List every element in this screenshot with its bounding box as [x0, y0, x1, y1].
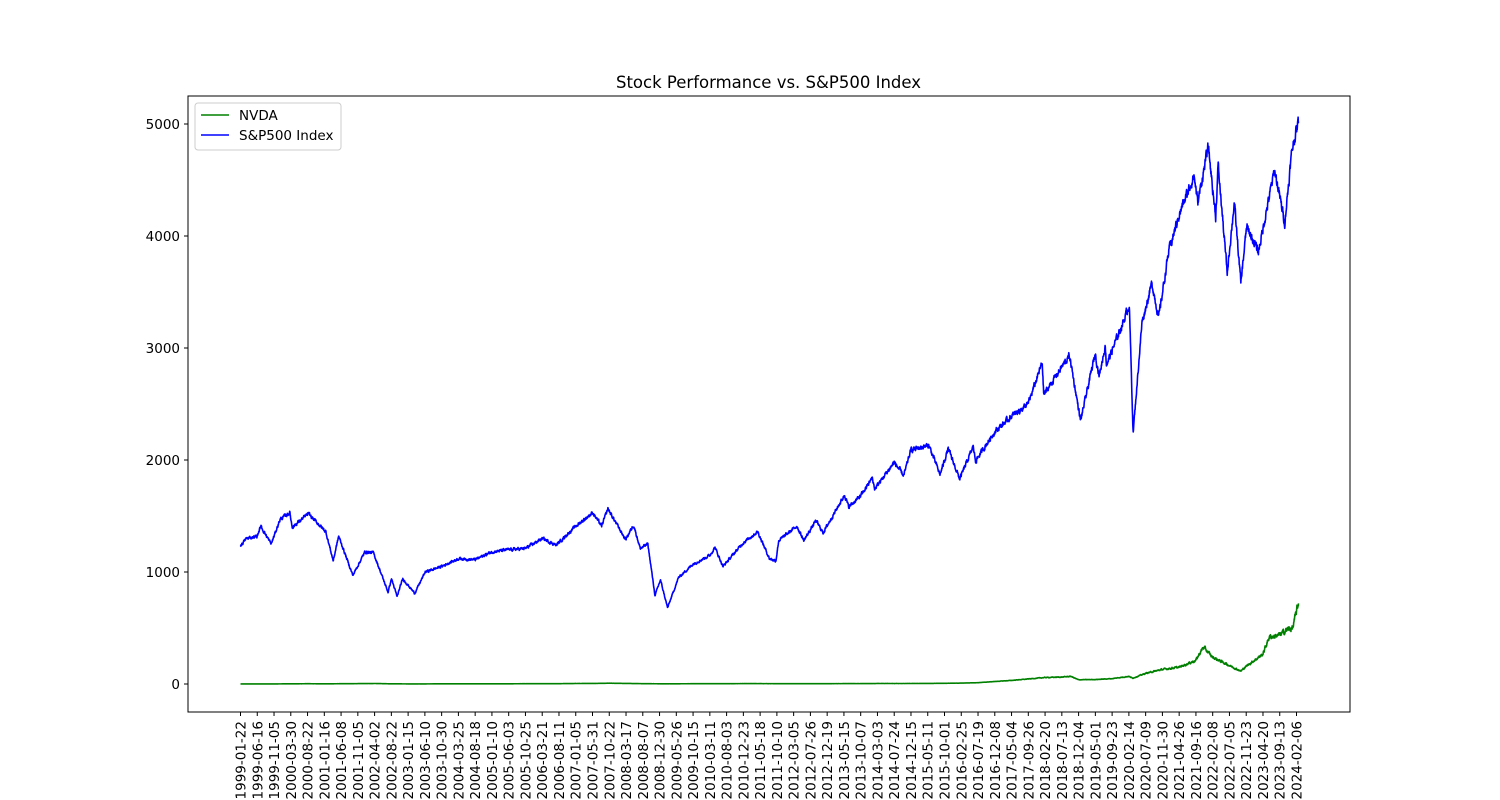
x-axis: 1999-01-22 1999-06-16 1999-11-05 2000-03-30… [234, 712, 1306, 799]
x-tick-label: 2019-09-23 [1105, 721, 1121, 799]
x-tick-label: 2007-05-31 [586, 721, 602, 799]
x-tick-label: 2012-07-26 [803, 721, 819, 799]
x-tick-label: 2005-01-10 [485, 721, 501, 799]
x-tick-label: 2008-12-30 [653, 721, 669, 799]
x-tick-label: 2012-12-19 [820, 721, 836, 799]
series-line-sp500 [239, 116, 1300, 609]
x-tick-label: 2001-06-08 [334, 721, 350, 799]
x-tick-label: 2016-02-25 [954, 721, 970, 799]
x-tick-label: 2022-11-23 [1239, 721, 1255, 799]
y-tick-label: 4000 [146, 229, 180, 245]
x-tick-label: 2009-05-26 [669, 721, 685, 799]
x-tick-label: 2013-05-15 [837, 721, 853, 799]
x-tick-label: 2003-01-15 [401, 721, 417, 799]
x-tick-label: 2005-10-25 [518, 721, 534, 799]
x-tick-label: 2024-02-06 [1290, 721, 1306, 799]
x-tick-label: 1999-11-05 [267, 721, 283, 799]
plot-area-frame [187, 95, 1351, 713]
x-tick-label: 2023-09-13 [1273, 721, 1289, 799]
y-tick-label: 2000 [146, 453, 180, 469]
series-line-nvda [239, 603, 1300, 685]
y-tick-label: 0 [171, 677, 180, 693]
x-tick-label: 2017-05-04 [1005, 721, 1021, 799]
x-tick-label: 2010-03-11 [703, 721, 719, 799]
x-tick-label: 2008-03-17 [619, 721, 635, 799]
y-tick-label: 1000 [146, 565, 180, 581]
x-tick-label: 2001-01-16 [317, 721, 333, 799]
x-tick-label: 2006-03-21 [535, 721, 551, 799]
x-tick-label: 2021-04-26 [1172, 721, 1188, 799]
x-tick-label: 2020-02-14 [1122, 721, 1138, 799]
x-tick-label: 2002-08-22 [384, 721, 400, 799]
x-tick-label: 2011-05-18 [753, 721, 769, 799]
x-tick-label: 2020-07-09 [1139, 721, 1155, 799]
x-tick-label: 2018-02-20 [1038, 721, 1054, 799]
x-tick-label: 2001-11-05 [351, 721, 367, 799]
x-tick-label: 2021-09-16 [1189, 721, 1205, 799]
x-tick-label: 2000-03-30 [284, 721, 300, 799]
series-layer [239, 116, 1300, 685]
x-tick-label: 2004-03-25 [451, 721, 467, 799]
x-tick-label: 2020-11-30 [1155, 721, 1171, 799]
x-tick-label: 2015-05-11 [921, 721, 937, 799]
chart-title: Stock Performance vs. S&P500 Index [616, 73, 921, 92]
x-tick-label: 2004-08-18 [468, 721, 484, 799]
x-tick-label: 2018-07-13 [1055, 721, 1071, 799]
x-tick-label: 2006-08-11 [552, 721, 568, 799]
x-tick-label: 2018-12-04 [1072, 721, 1088, 799]
x-tick-label: 2003-10-30 [435, 721, 451, 799]
x-tick-label: 2002-04-02 [368, 721, 384, 799]
legend-label-nvda: NVDA [239, 108, 278, 124]
x-tick-label: 2010-08-03 [720, 721, 736, 799]
x-tick-label: 2003-06-10 [418, 721, 434, 799]
x-tick-label: 2014-07-24 [887, 721, 903, 799]
x-tick-label: 2011-10-10 [770, 721, 786, 799]
x-tick-label: 2010-12-23 [736, 721, 752, 799]
x-tick-label: 2016-07-19 [971, 721, 987, 799]
x-tick-label: 2014-03-03 [870, 721, 886, 799]
y-axis: 0 1000 2000 3000 4000 5000 [146, 117, 188, 693]
x-tick-label: 1999-01-22 [234, 721, 250, 799]
x-tick-label: 2000-08-22 [301, 721, 317, 799]
x-tick-label: 2022-07-05 [1222, 721, 1238, 799]
x-tick-label: 2008-08-07 [636, 721, 652, 799]
x-tick-label: 2013-10-07 [854, 721, 870, 799]
legend: NVDA S&P500 Index [194, 102, 342, 151]
x-tick-label: 2022-02-08 [1206, 721, 1222, 799]
x-tick-label: 2009-10-15 [686, 721, 702, 799]
legend-frame [194, 102, 342, 151]
x-tick-label: 1999-06-16 [250, 721, 266, 799]
x-tick-label: 2014-12-15 [904, 721, 920, 799]
x-tick-label: 2023-04-20 [1256, 721, 1272, 799]
x-tick-label: 2015-10-01 [938, 721, 954, 799]
legend-label-sp500: S&P500 Index [239, 128, 333, 144]
x-tick-label: 2012-03-05 [787, 721, 803, 799]
x-tick-label: 2016-12-08 [988, 721, 1004, 799]
y-tick-label: 5000 [146, 117, 180, 133]
x-tick-label: 2017-09-26 [1021, 721, 1037, 799]
x-tick-label: 2005-06-03 [502, 721, 518, 799]
y-tick-label: 3000 [146, 341, 180, 357]
x-tick-label: 2007-10-22 [602, 721, 618, 799]
x-tick-label: 2007-01-05 [569, 721, 585, 799]
x-tick-label: 2019-05-01 [1088, 721, 1104, 799]
